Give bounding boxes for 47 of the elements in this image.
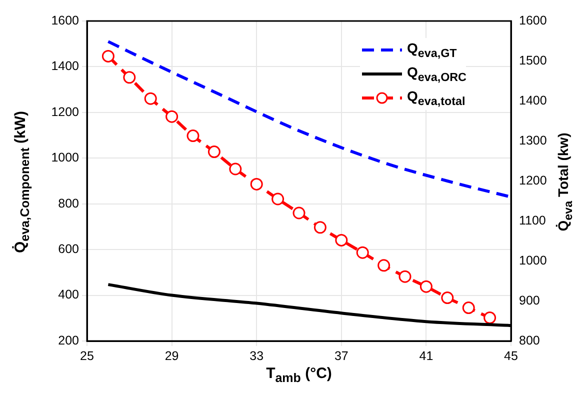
y2-tick-label: 1000 (519, 253, 547, 268)
point (356, 246, 369, 259)
x-tick-label: 45 (504, 348, 518, 363)
point (398, 270, 412, 283)
y-tick-label: 1600 (51, 13, 80, 28)
x-tick-label: 37 (334, 348, 348, 363)
point (208, 146, 220, 158)
y2-tick-label: 1500 (519, 53, 547, 68)
point (314, 221, 326, 234)
y-tick-label: 1200 (51, 104, 80, 119)
y2-tick-label: 1100 (519, 213, 546, 228)
point (250, 178, 263, 190)
y2-tick-label: 1400 (519, 93, 547, 108)
point (229, 162, 242, 176)
point (144, 92, 157, 105)
y-tick-label: 800 (58, 196, 80, 210)
y-tick-label: 200 (58, 333, 80, 348)
point (378, 259, 390, 272)
point (186, 130, 200, 142)
y2-tick-label: 900 (519, 293, 540, 308)
x-tick-label: 41 (419, 348, 434, 363)
point (272, 192, 284, 206)
point (166, 110, 178, 123)
y-tick-label: 600 (58, 242, 80, 256)
x-axis-title: T$_{amb}$ (°C) (266, 365, 332, 385)
y-tick-label: 1400 (51, 59, 80, 74)
line-series (106, 40, 511, 198)
point (420, 280, 432, 293)
point (462, 302, 475, 314)
y2-tick-label: 800 (519, 333, 540, 348)
point (292, 206, 306, 220)
x-tick-label: 33 (250, 348, 264, 363)
point (123, 71, 136, 84)
legend-label: Q$_{eva,GT}$ (407, 40, 457, 60)
legend-label: Q$_{eva,total}$ (407, 88, 466, 108)
y-tick-label: 1000 (51, 150, 80, 165)
point (335, 234, 348, 246)
point (484, 312, 496, 324)
x-tick-label: 25 (80, 348, 94, 363)
legend-label: Q$_{eva,ORC}$ (407, 64, 466, 84)
point (102, 50, 114, 62)
point (441, 292, 454, 304)
x-tick-label: 29 (164, 348, 179, 363)
y2-tick-label: 1600 (519, 13, 547, 28)
y-tick-label: 400 (58, 288, 80, 302)
y2-tick-label: 1300 (519, 133, 547, 148)
y2-tick-label: 1200 (519, 173, 547, 188)
